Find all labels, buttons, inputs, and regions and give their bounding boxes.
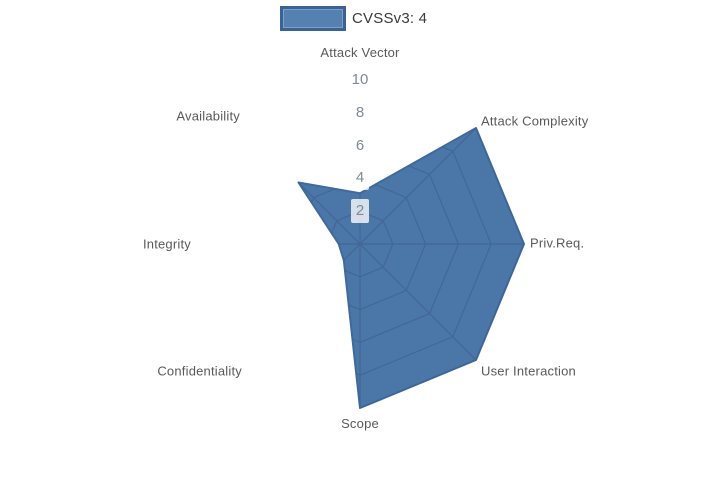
grid-spoke-7 <box>298 128 361 245</box>
legend-swatch[interactable] <box>280 6 346 31</box>
radial-tick-8: 8 <box>351 100 369 125</box>
axis-label-priv-req-: Priv.Req. <box>530 235 585 251</box>
axis-label-integrity: Integrity <box>142 236 191 252</box>
radial-tick-10: 10 <box>347 68 373 92</box>
spider-web-grid <box>298 128 524 408</box>
axis-label-availability: Availability <box>176 108 240 124</box>
axis-label-attack-vector: Attack Vector <box>320 45 400 60</box>
radial-tick-6: 6 <box>351 133 369 158</box>
grid-spoke-1 <box>359 128 477 245</box>
radial-tick-2: 2 <box>351 199 369 224</box>
axis-label-confidentiality: Confidentiality <box>157 363 242 379</box>
axis-label-attack-complexity: Attack Complexity <box>481 113 589 129</box>
grid-spoke-5 <box>298 243 361 361</box>
axis-label-user-interaction: User Interaction <box>481 363 576 379</box>
legend[interactable]: CVSSv3: 4 <box>280 6 427 31</box>
radial-tick-4: 4 <box>351 166 369 191</box>
grid-spoke-3 <box>359 243 477 361</box>
grid-ring-10 <box>298 128 524 408</box>
legend-label[interactable]: CVSSv3: 4 <box>352 10 428 27</box>
axis-label-scope: Scope <box>341 416 379 431</box>
